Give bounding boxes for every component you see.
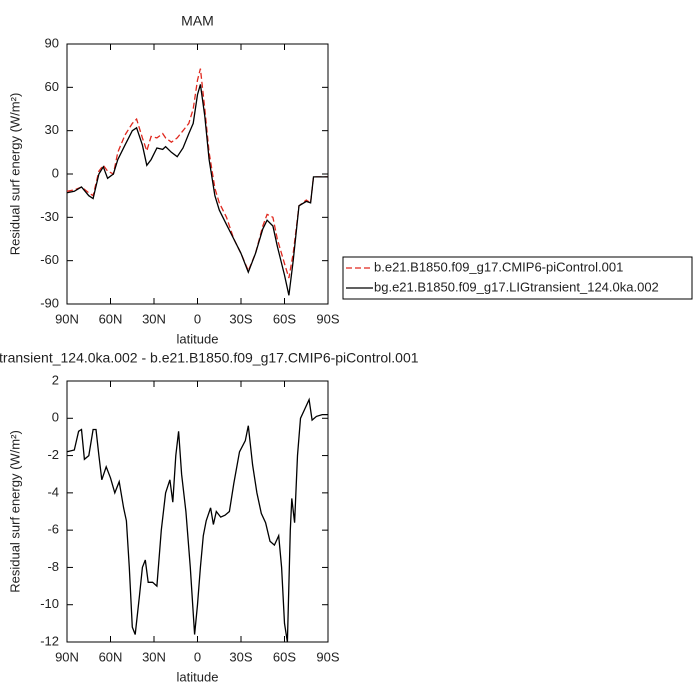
x-tick-label: 30N bbox=[142, 311, 166, 326]
y-axis-label: Residual surf energy (W/m²) bbox=[7, 430, 22, 593]
y-tick-label: -10 bbox=[40, 596, 59, 611]
y-tick-label: -4 bbox=[47, 484, 59, 499]
x-tick-label: 30N bbox=[142, 649, 166, 664]
legend-label: b.e21.B1850.f09_g17.CMIP6-piControl.001 bbox=[374, 259, 623, 274]
y-tick-label: 2 bbox=[52, 372, 59, 387]
x-axis-label: latitude bbox=[177, 669, 219, 684]
data-line bbox=[66, 397, 328, 643]
x-tick-label: 60S bbox=[273, 649, 296, 664]
y-tick-label: 90 bbox=[45, 35, 59, 50]
chart-title: LIGtransient_124.0ka.002 - b.e21.B1850.f… bbox=[0, 350, 419, 366]
x-tick-label: 90N bbox=[55, 311, 79, 326]
x-tick-label: 30S bbox=[229, 311, 252, 326]
y-tick-label: -60 bbox=[40, 252, 59, 267]
x-tick-label: 90N bbox=[55, 649, 79, 664]
y-tick-label: 30 bbox=[45, 122, 59, 137]
y-tick-label: -30 bbox=[40, 209, 59, 224]
x-tick-label: 60N bbox=[99, 649, 123, 664]
y-tick-label: 0 bbox=[52, 165, 59, 180]
x-tick-label: 90S bbox=[316, 311, 339, 326]
y-tick-label: -90 bbox=[40, 295, 59, 310]
y-tick-label: -6 bbox=[47, 522, 59, 537]
x-tick-label: 90S bbox=[316, 649, 339, 664]
data-line bbox=[66, 68, 328, 279]
x-axis-label: latitude bbox=[177, 331, 219, 346]
y-tick-label: 60 bbox=[45, 79, 59, 94]
y-axis-label: Residual surf energy (W/m²) bbox=[7, 93, 22, 256]
x-tick-label: 60N bbox=[99, 311, 123, 326]
x-tick-label: 60S bbox=[273, 311, 296, 326]
data-line bbox=[66, 84, 328, 296]
y-tick-label: -8 bbox=[47, 559, 59, 574]
x-tick-label: 0 bbox=[194, 311, 201, 326]
y-tick-label: 0 bbox=[52, 410, 59, 425]
chart-title: MAM bbox=[181, 13, 214, 29]
y-tick-label: -12 bbox=[40, 633, 59, 648]
y-tick-label: -2 bbox=[47, 447, 59, 462]
x-tick-label: 0 bbox=[194, 649, 201, 664]
legend-box bbox=[342, 256, 693, 300]
x-tick-label: 30S bbox=[229, 649, 252, 664]
legend-label: bg.e21.B1850.f09_g17.LIGtransient_124.0k… bbox=[374, 279, 659, 294]
